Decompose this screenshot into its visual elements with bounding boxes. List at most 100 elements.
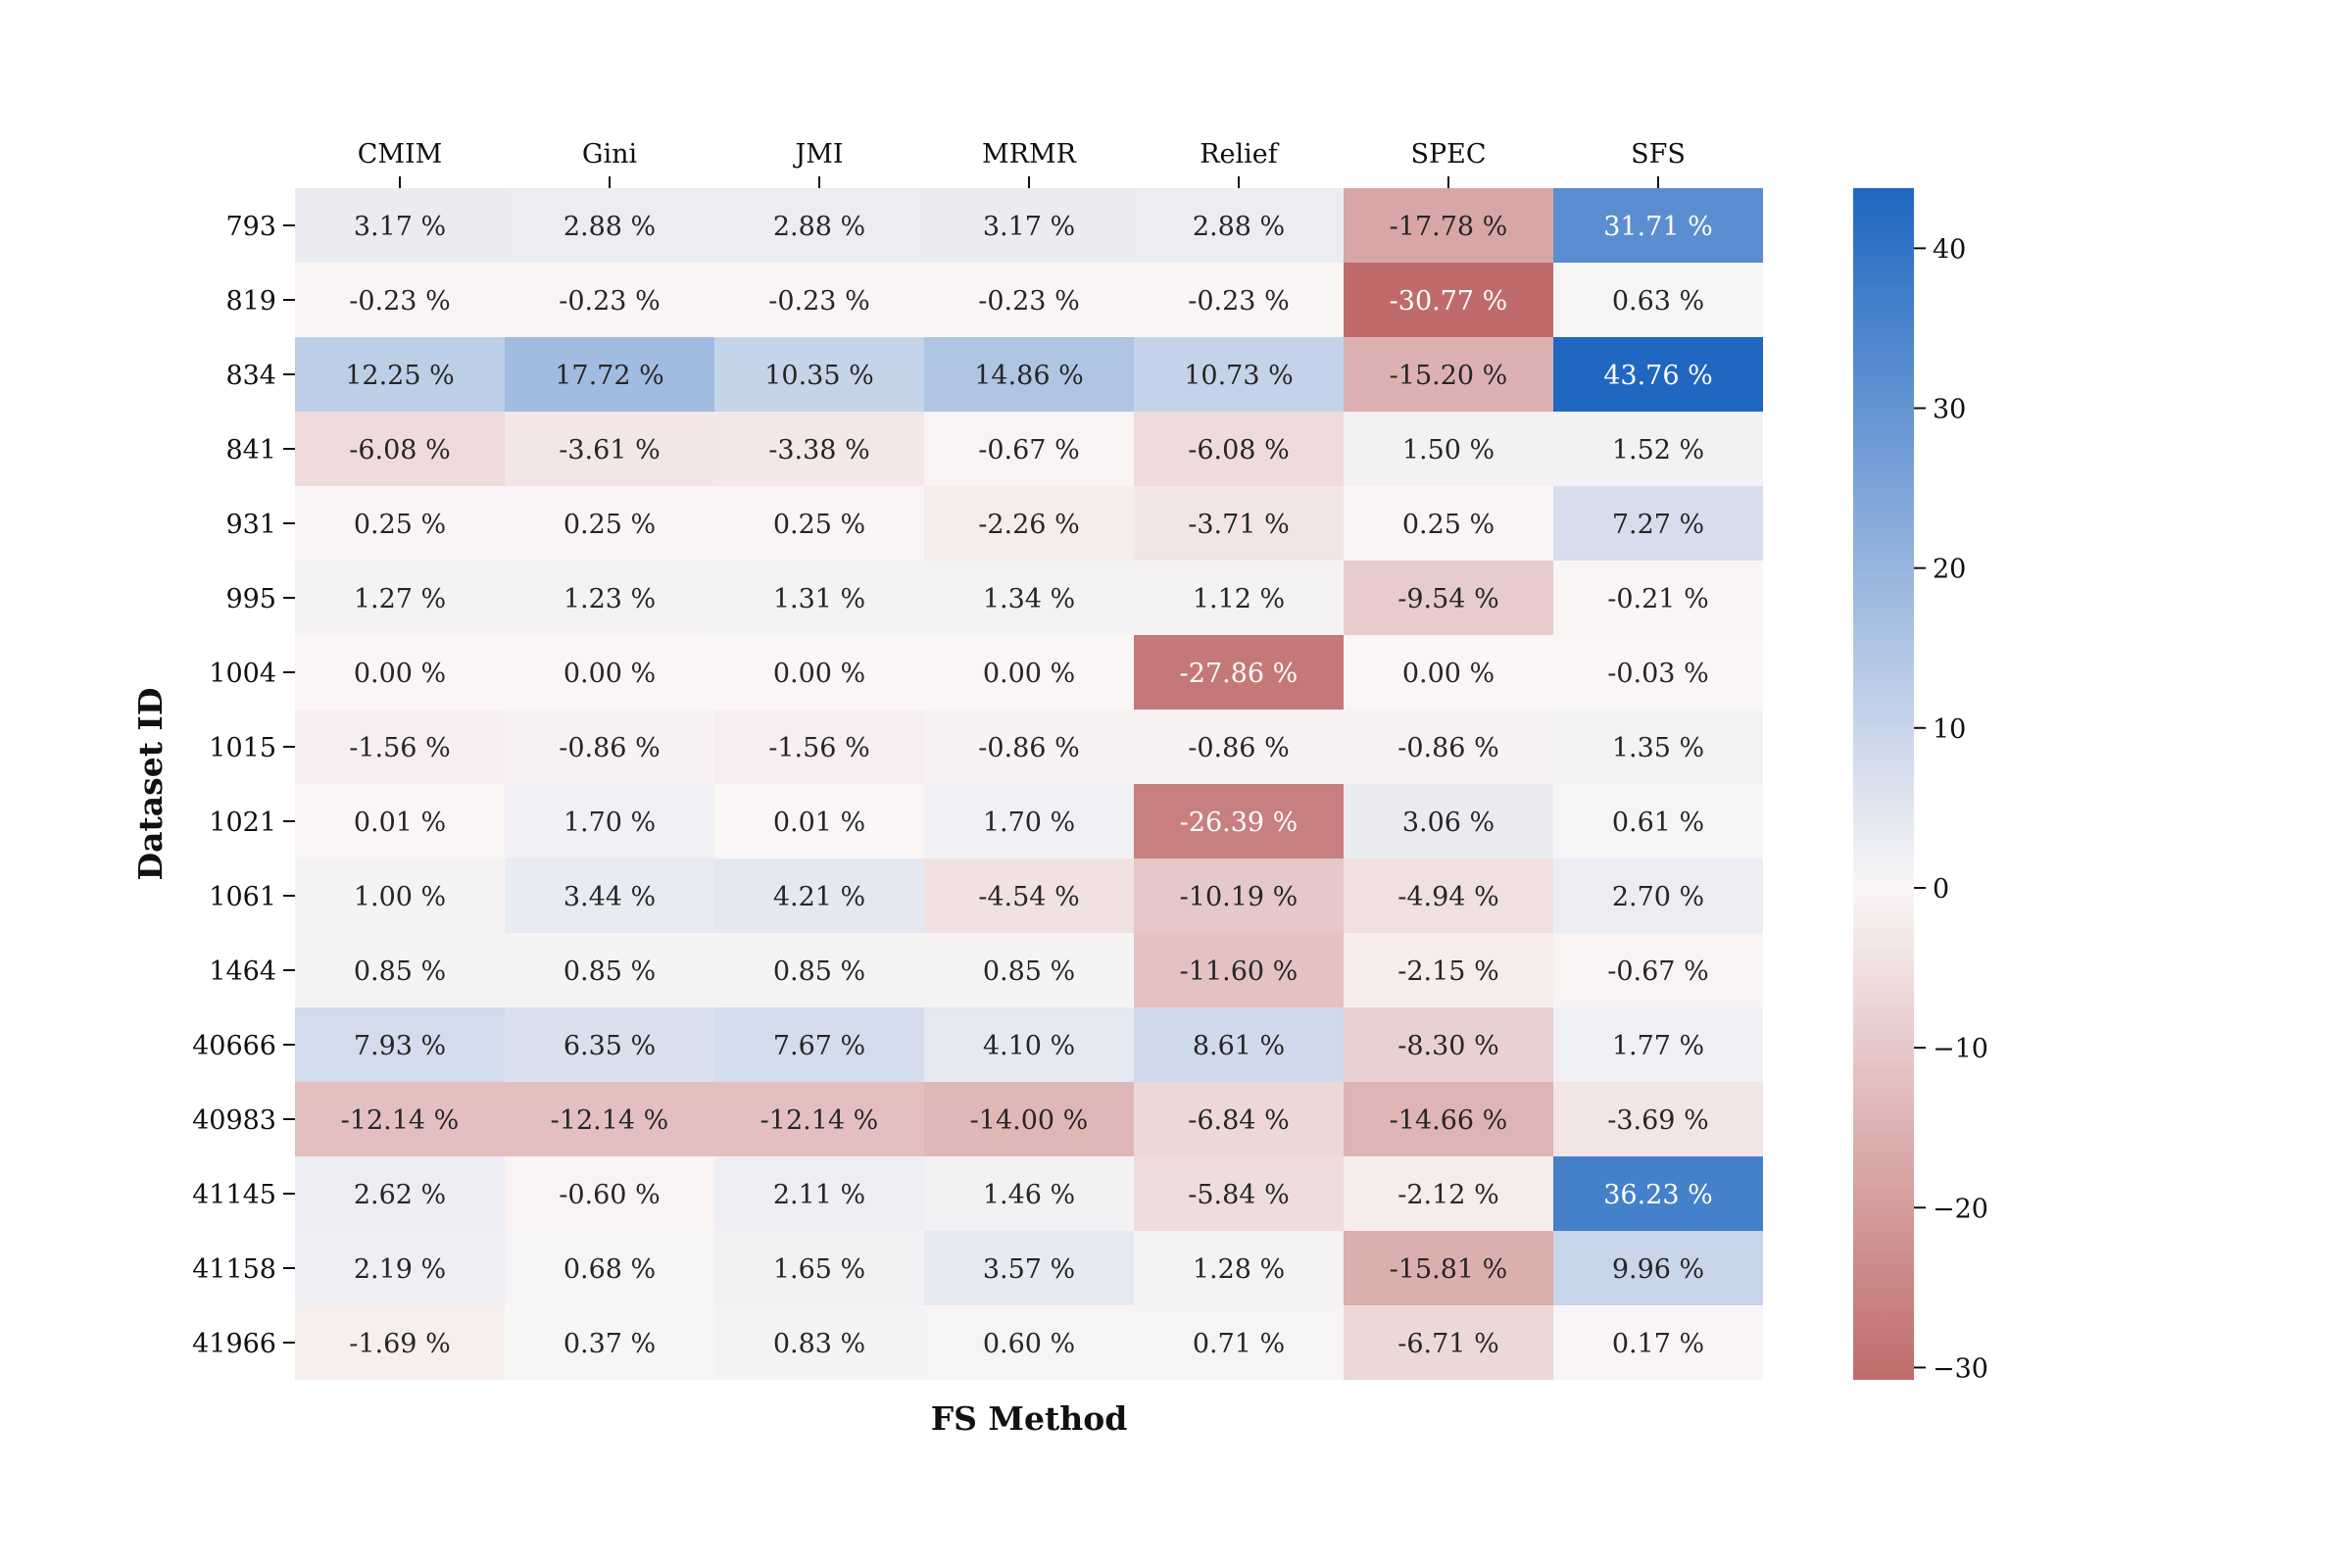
cell-value-label: -4.94 % bbox=[1397, 882, 1498, 912]
cell-value-label: 0.00 % bbox=[354, 659, 446, 689]
heatmap-cell bbox=[714, 1231, 924, 1305]
heatmap-cell bbox=[505, 412, 714, 486]
heatmap-cell bbox=[1344, 263, 1553, 337]
heatmap-cell bbox=[505, 784, 714, 858]
cell-value-label: -3.38 % bbox=[768, 435, 869, 466]
heatmap-cell bbox=[295, 933, 505, 1007]
heatmap-cell bbox=[295, 337, 505, 412]
cell-value-label: 0.25 % bbox=[564, 510, 656, 540]
cell-value-label: -8.30 % bbox=[1397, 1031, 1498, 1061]
cell-value-label: 1.00 % bbox=[354, 882, 446, 912]
heatmap-cell bbox=[295, 561, 505, 635]
heatmap-cell bbox=[1344, 412, 1553, 486]
cell-value-label: 1.23 % bbox=[564, 584, 656, 614]
heatmap-cell bbox=[295, 784, 505, 858]
heatmap-cell bbox=[295, 412, 505, 486]
heatmap-cell bbox=[714, 1007, 924, 1082]
cell-value-label: 3.06 % bbox=[1402, 808, 1494, 838]
heatmap-cell bbox=[1553, 412, 1763, 486]
cell-value-label: 0.00 % bbox=[1402, 659, 1494, 689]
heatmap-cell bbox=[295, 1082, 505, 1156]
cell-value-label: 0.00 % bbox=[773, 659, 865, 689]
cell-value-label: 9.96 % bbox=[1612, 1254, 1704, 1285]
row-tick-label: 41145 bbox=[192, 1180, 276, 1210]
x-axis-title: FS Method bbox=[931, 1399, 1128, 1438]
cell-value-label: -2.26 % bbox=[978, 510, 1079, 540]
heatmap-cell bbox=[295, 710, 505, 784]
row-tick-label: 834 bbox=[225, 361, 276, 391]
cell-value-label: -0.23 % bbox=[559, 286, 660, 317]
heatmap-cell bbox=[924, 412, 1134, 486]
heatmap-cell bbox=[1553, 1305, 1763, 1380]
cell-value-label: -2.12 % bbox=[1397, 1180, 1498, 1210]
cell-value-label: 1.50 % bbox=[1402, 435, 1494, 466]
cell-value-label: -0.67 % bbox=[1607, 956, 1708, 987]
cell-value-label: 0.61 % bbox=[1612, 808, 1704, 838]
heatmap-cell bbox=[1134, 1082, 1344, 1156]
row-tick-label: 995 bbox=[225, 584, 276, 614]
column-tick-label: MRMR bbox=[982, 139, 1077, 170]
row-tick-label: 819 bbox=[225, 286, 276, 317]
column-tick-label: Gini bbox=[582, 139, 638, 170]
cell-value-label: 1.35 % bbox=[1612, 733, 1704, 763]
cell-value-label: 0.85 % bbox=[354, 956, 446, 987]
cell-value-label: -5.84 % bbox=[1188, 1180, 1289, 1210]
heatmap-cell bbox=[714, 1156, 924, 1231]
cell-value-label: -12.14 % bbox=[341, 1105, 460, 1136]
column-tick-labels: CMIM Gini JMI MRMR Relief SPEC SFS bbox=[358, 139, 1686, 188]
colorbar-tick-label: 40 bbox=[1933, 234, 1966, 265]
cell-value-label: -15.20 % bbox=[1390, 361, 1508, 391]
cell-value-label: -6.71 % bbox=[1397, 1329, 1498, 1359]
cell-value-label: 1.70 % bbox=[983, 808, 1075, 838]
heatmap-cell bbox=[1553, 1231, 1763, 1305]
heatmap-cell bbox=[1344, 784, 1553, 858]
cell-value-label: 0.60 % bbox=[983, 1329, 1075, 1359]
colorbar-tick-label: −30 bbox=[1933, 1353, 1988, 1384]
cell-value-label: 0.25 % bbox=[1402, 510, 1494, 540]
colorbar-tick-label: 0 bbox=[1933, 874, 1949, 905]
cell-value-label: -14.00 % bbox=[970, 1105, 1089, 1136]
heatmap-cell bbox=[1553, 263, 1763, 337]
row-tick-label: 841 bbox=[225, 435, 276, 466]
colorbar: −30 −20 −10 0 10 20 30 40 bbox=[1853, 188, 1988, 1384]
heatmap-cell bbox=[714, 635, 924, 710]
cell-value-label: 10.73 % bbox=[1184, 361, 1294, 391]
cell-value-label: 1.77 % bbox=[1612, 1031, 1704, 1061]
heatmap-cell bbox=[1134, 933, 1344, 1007]
cell-value-label: -0.67 % bbox=[978, 435, 1079, 466]
heatmap-cell bbox=[1553, 933, 1763, 1007]
heatmap-cell bbox=[924, 710, 1134, 784]
cell-value-label: 4.10 % bbox=[983, 1031, 1075, 1061]
heatmap-cell bbox=[1344, 188, 1553, 263]
cell-value-label: 2.88 % bbox=[1193, 212, 1285, 242]
cell-value-label: 2.88 % bbox=[773, 212, 865, 242]
cell-value-label: -0.23 % bbox=[349, 286, 450, 317]
heatmap-cell bbox=[1134, 1156, 1344, 1231]
cell-value-label: 3.17 % bbox=[983, 212, 1075, 242]
heatmap-cell bbox=[1344, 486, 1553, 561]
heatmap-cell bbox=[1134, 784, 1344, 858]
cell-value-label: -6.08 % bbox=[349, 435, 450, 466]
y-axis-title: Dataset ID bbox=[131, 688, 170, 881]
heatmap-cell bbox=[1134, 188, 1344, 263]
heatmap-cell bbox=[1344, 1007, 1553, 1082]
heatmap-cell bbox=[714, 1305, 924, 1380]
cell-value-label: 1.12 % bbox=[1193, 584, 1285, 614]
cell-value-label: -0.23 % bbox=[1188, 286, 1289, 317]
row-tick-label: 40983 bbox=[192, 1105, 276, 1136]
heatmap-cell bbox=[295, 635, 505, 710]
cell-value-label: -0.03 % bbox=[1607, 659, 1708, 689]
heatmap-cell bbox=[1344, 635, 1553, 710]
heatmap-cell bbox=[1553, 561, 1763, 635]
heatmap-cell bbox=[714, 1082, 924, 1156]
heatmap-cell bbox=[505, 188, 714, 263]
heatmap-cell bbox=[1134, 412, 1344, 486]
heatmap-cell bbox=[1134, 337, 1344, 412]
cell-value-label: -1.56 % bbox=[768, 733, 869, 763]
cell-value-label: -1.69 % bbox=[349, 1329, 450, 1359]
cell-value-label: 0.25 % bbox=[354, 510, 446, 540]
cell-value-label: -3.71 % bbox=[1188, 510, 1289, 540]
heatmap-cell bbox=[295, 1305, 505, 1380]
heatmap-cell bbox=[714, 561, 924, 635]
heatmap-cell bbox=[505, 933, 714, 1007]
